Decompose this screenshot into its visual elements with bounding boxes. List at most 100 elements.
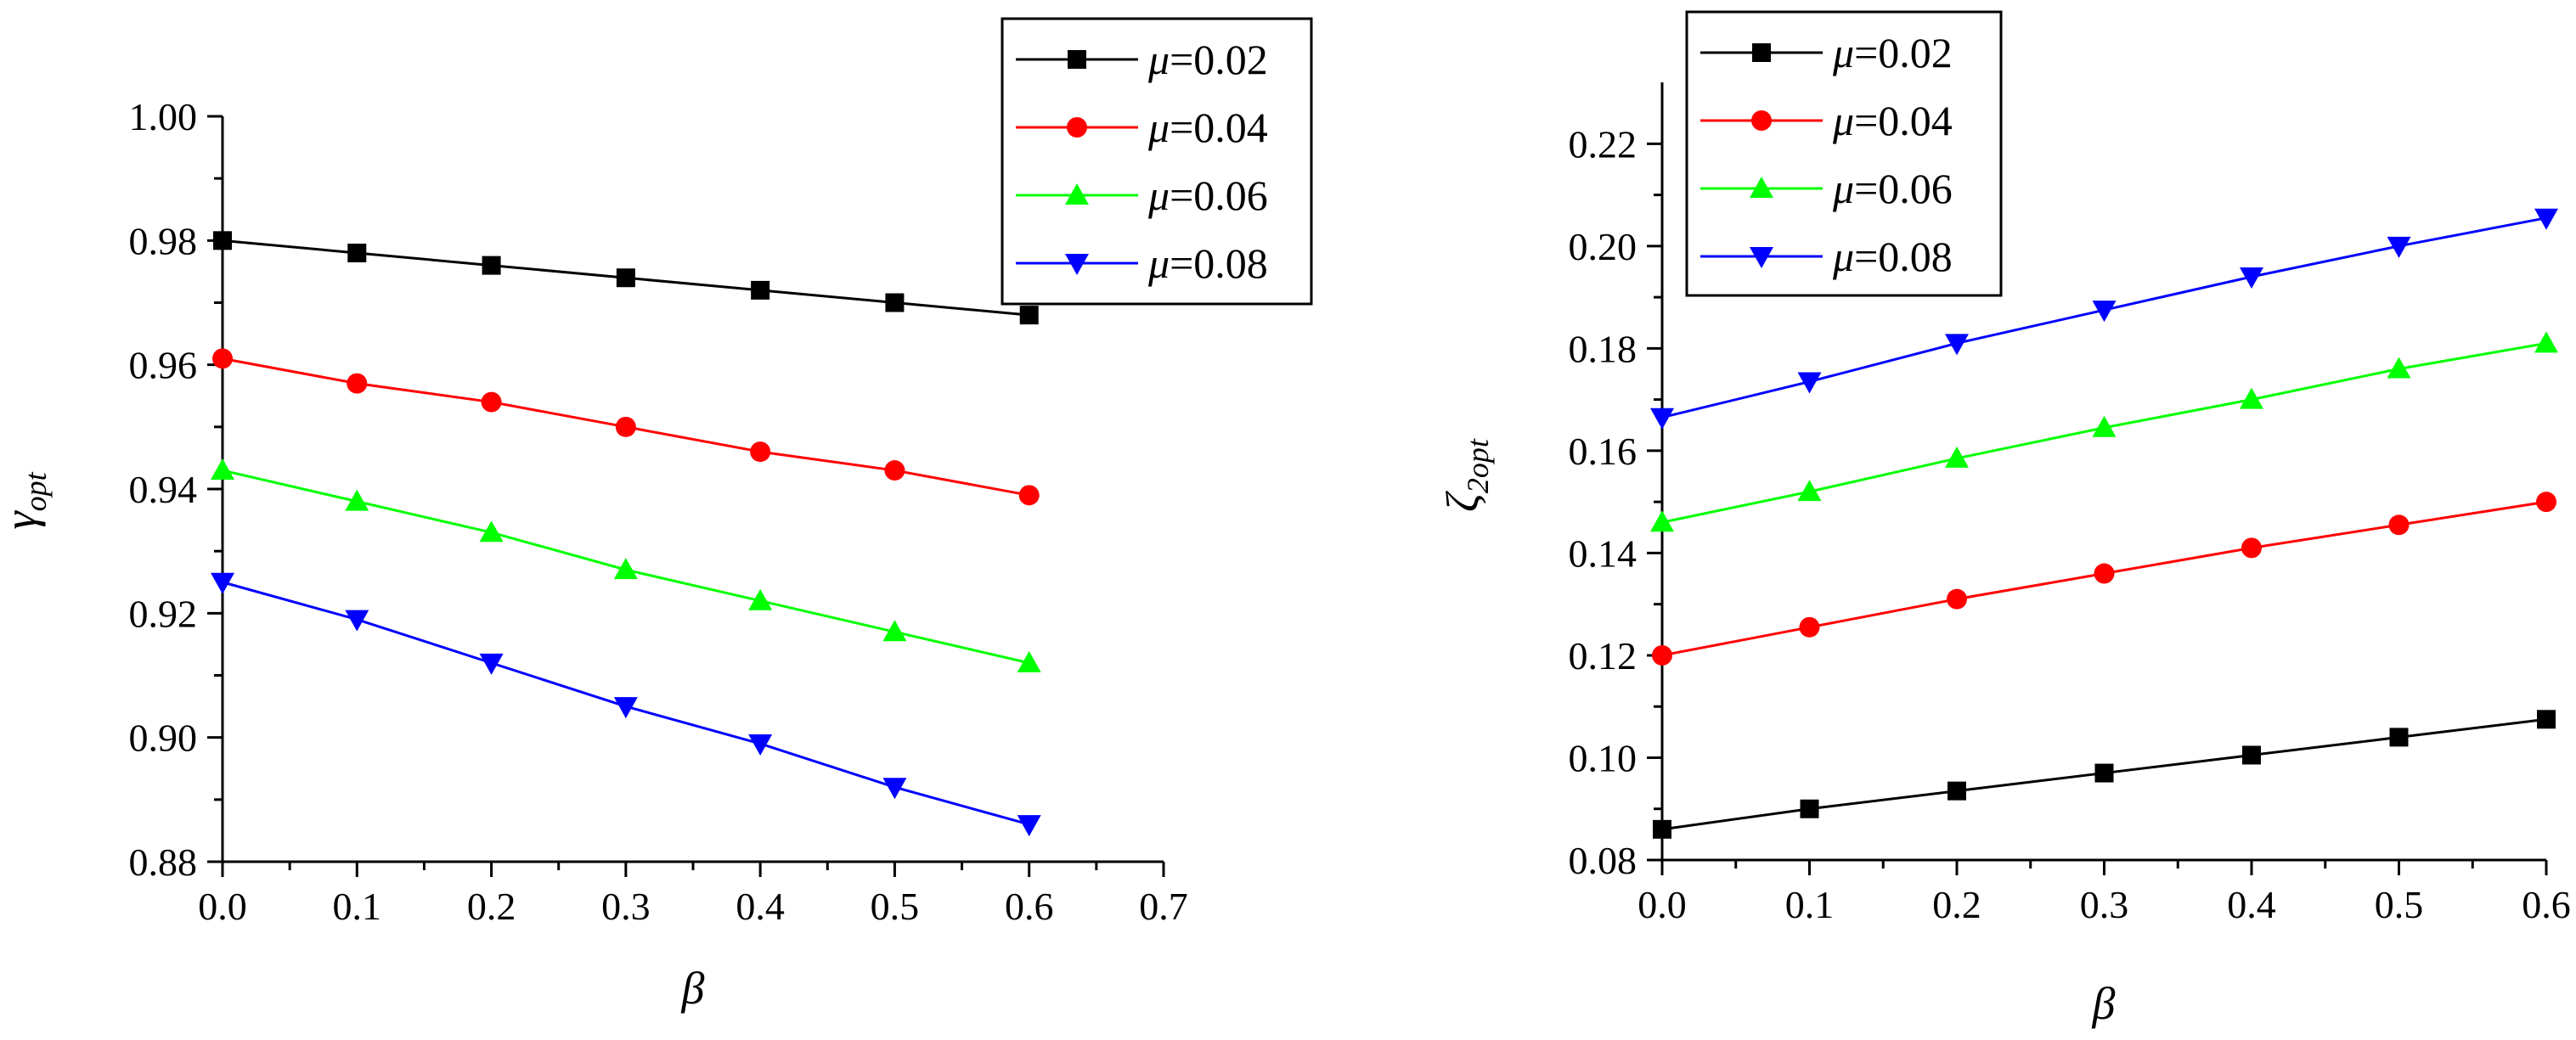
y-tick-label: 0.96 bbox=[129, 344, 198, 387]
data-point bbox=[2388, 514, 2410, 536]
data-point bbox=[748, 588, 773, 610]
data-point bbox=[2240, 387, 2263, 409]
y-tick-label: 0.98 bbox=[129, 219, 198, 262]
data-point bbox=[2387, 236, 2411, 258]
legend-label: μ=0.04 bbox=[1832, 97, 1953, 144]
data-point bbox=[2241, 537, 2262, 559]
legend-box bbox=[1685, 10, 2003, 297]
data-point bbox=[1017, 650, 1041, 672]
y-tick-label: 0.92 bbox=[129, 592, 198, 635]
data-point bbox=[345, 610, 369, 632]
data-point bbox=[750, 441, 771, 463]
y-tick-label: 0.16 bbox=[1569, 430, 1637, 473]
x-tick-label: 0.7 bbox=[1139, 885, 1188, 928]
legend-value: =0.02 bbox=[1854, 29, 1953, 76]
x-tick-label: 0.4 bbox=[736, 885, 785, 928]
data-point bbox=[347, 373, 368, 394]
legend-symbol: μ bbox=[1832, 97, 1854, 144]
data-point bbox=[2092, 415, 2117, 437]
legend-marker bbox=[1068, 50, 1086, 69]
data-point bbox=[1947, 588, 1967, 610]
data-point bbox=[1652, 644, 1672, 666]
legend-label: μ=0.02 bbox=[1832, 29, 1953, 76]
data-point bbox=[347, 243, 367, 262]
data-point bbox=[213, 231, 232, 250]
data-point bbox=[2092, 301, 2117, 323]
x-tick-label: 0.6 bbox=[2522, 883, 2571, 926]
legend-marker bbox=[1751, 110, 1772, 131]
data-point bbox=[1653, 819, 1671, 839]
data-point bbox=[2094, 763, 2114, 783]
legend-marker bbox=[1750, 247, 1773, 268]
data-point bbox=[2094, 563, 2115, 584]
x-tick-label: 0.5 bbox=[871, 885, 920, 928]
y-axis-title: γopt bbox=[0, 471, 53, 529]
data-point bbox=[2534, 208, 2558, 230]
legend-value: =0.08 bbox=[1170, 239, 1268, 287]
legend-box bbox=[1001, 17, 1313, 306]
data-point bbox=[2387, 357, 2411, 379]
data-point bbox=[1018, 485, 1040, 506]
data-point bbox=[1017, 815, 1041, 837]
data-point bbox=[345, 489, 369, 511]
legend-symbol: μ bbox=[1147, 36, 1170, 83]
legend-symbol: μ bbox=[1147, 104, 1170, 151]
x-tick-label: 0.1 bbox=[1785, 883, 1835, 926]
data-point bbox=[1019, 306, 1039, 325]
data-point bbox=[1948, 781, 1966, 801]
data-point bbox=[613, 558, 638, 580]
legend-label: μ=0.08 bbox=[1832, 233, 1953, 280]
data-point bbox=[2389, 728, 2409, 747]
data-point bbox=[1799, 616, 1820, 638]
chart-zeta-2opt: 0.0 0.1 0.2 0.3 0.4 0.5 0.6 0.08 0.10 0.12 0.14 0.1… bbox=[1437, 10, 2571, 1029]
data-point bbox=[613, 697, 638, 719]
legend-marker bbox=[1752, 43, 1771, 62]
y-axis-subscript: opt bbox=[19, 471, 53, 511]
legend-symbol: μ bbox=[1147, 239, 1170, 287]
y-axis-title: ζ2opt bbox=[1437, 438, 1495, 512]
y-tick-label: 0.88 bbox=[129, 840, 198, 884]
y-tick-label: 0.08 bbox=[1569, 839, 1637, 882]
data-point bbox=[212, 348, 233, 369]
data-point bbox=[211, 572, 234, 594]
legend-marker bbox=[1750, 177, 1773, 198]
data-point bbox=[748, 734, 773, 756]
x-tick-label: 0.5 bbox=[2375, 883, 2424, 926]
data-point bbox=[482, 256, 501, 275]
legend-marker bbox=[1067, 117, 1087, 138]
data-point bbox=[2537, 710, 2556, 729]
legend-label: μ=0.04 bbox=[1147, 104, 1268, 151]
x-tick-label: 0.0 bbox=[198, 885, 247, 928]
data-point bbox=[479, 653, 504, 675]
legend-value: =0.04 bbox=[1854, 97, 1953, 144]
legend-symbol: μ bbox=[1147, 171, 1170, 219]
y-tick-label: 0.90 bbox=[129, 717, 198, 760]
legend-value: =0.04 bbox=[1170, 104, 1268, 151]
legend-label: μ=0.02 bbox=[1147, 36, 1268, 83]
y-axis-symbol: ζ bbox=[1437, 491, 1488, 512]
x-tick-label: 0.4 bbox=[2227, 883, 2276, 926]
data-point bbox=[1797, 372, 1822, 394]
y-tick-label: 1.00 bbox=[129, 95, 198, 138]
x-tick-label: 0.2 bbox=[467, 885, 516, 928]
data-point bbox=[885, 293, 905, 312]
data-point bbox=[2536, 492, 2556, 513]
data-point bbox=[2242, 745, 2261, 765]
data-point bbox=[884, 460, 905, 481]
y-tick-label: 0.12 bbox=[1569, 634, 1637, 677]
data-point bbox=[751, 280, 770, 300]
legend-label: μ=0.06 bbox=[1832, 165, 1953, 212]
data-point bbox=[481, 391, 502, 413]
legend-marker bbox=[1065, 254, 1089, 275]
x-axis-title: β bbox=[681, 963, 705, 1014]
x-tick-label: 0.3 bbox=[2080, 883, 2129, 926]
y-tick-label: 0.22 bbox=[1569, 122, 1637, 166]
data-point bbox=[479, 520, 504, 542]
legend-label: μ=0.08 bbox=[1147, 239, 1268, 287]
x-tick-label: 0.6 bbox=[1005, 885, 1054, 928]
y-tick-label: 0.20 bbox=[1569, 225, 1637, 268]
x-tick-label: 0.0 bbox=[1637, 883, 1687, 926]
legend-value: =0.06 bbox=[1854, 165, 1953, 212]
legend-label: μ=0.06 bbox=[1147, 171, 1268, 219]
